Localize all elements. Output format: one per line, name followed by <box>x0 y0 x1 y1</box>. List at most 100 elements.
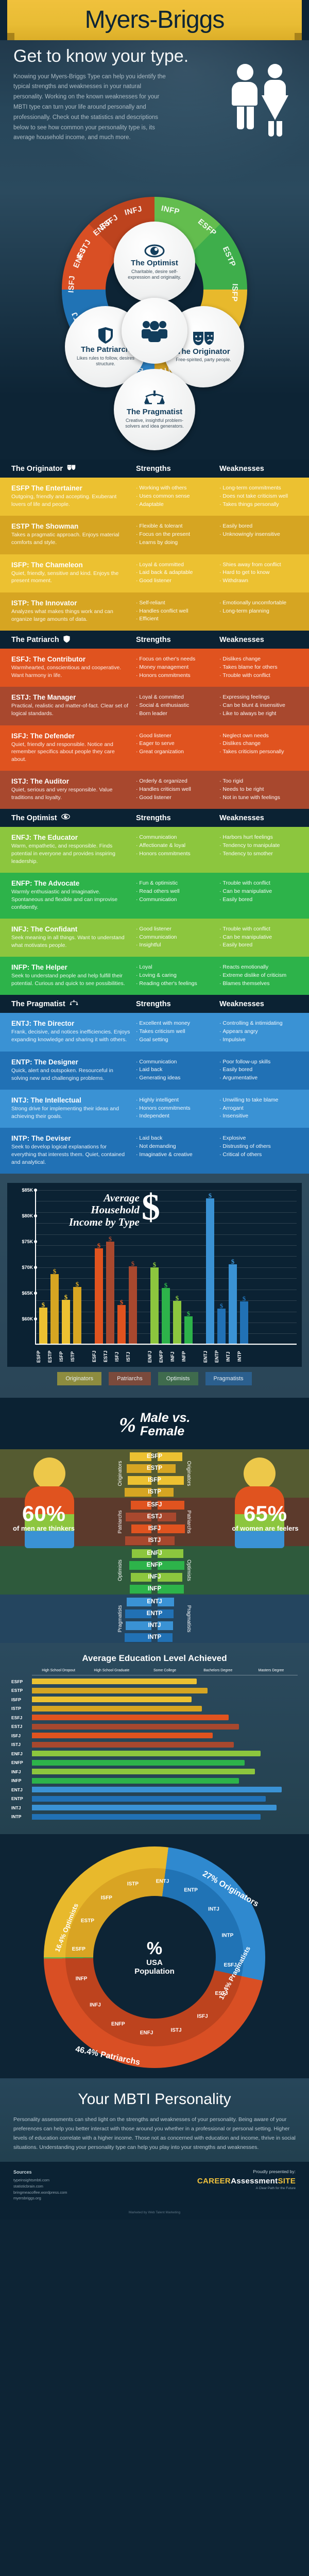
gender-code-ENFJ: ENFJ <box>147 1550 162 1557</box>
edu-row-ENFJ: ENFJ <box>11 1750 298 1757</box>
strengths-list: LoyalLoving & caringReading other's feel… <box>136 963 219 988</box>
education-column-headers: High School Dropout High School Graduate S… <box>32 1669 298 1676</box>
group-name: The Originator <box>11 464 63 473</box>
male-bar-ESFJ <box>131 1500 151 1510</box>
stat-caption: of men are thinkers <box>13 1524 75 1533</box>
legend-optimists: Optimists <box>158 1371 198 1385</box>
col-weaknesses: Weaknesses <box>219 464 264 473</box>
donut-code-ESTP: ESTP <box>80 1918 94 1924</box>
col-strengths: Strengths <box>136 999 171 1008</box>
edu-track <box>32 1723 298 1730</box>
strengths-list: CommunicationAffectionate & loyalHonors … <box>136 834 219 858</box>
edu-track <box>32 1814 298 1820</box>
y-tick: $85K <box>22 1187 33 1193</box>
bubble-title: The Optimist <box>131 259 178 267</box>
female-bar-ESFJ <box>158 1500 185 1510</box>
female-bar-ENTP <box>158 1609 174 1618</box>
strength-item: Imaginative & creative <box>136 1151 219 1159</box>
edu-row-ESTP: ESTP <box>11 1687 298 1694</box>
shield-icon <box>98 327 113 344</box>
edu-code: ENTJ <box>11 1787 23 1792</box>
strength-item: Honors commitments <box>136 1105 219 1113</box>
weakness-item: Trouble with conflict <box>219 879 305 888</box>
col-strengths: Strengths <box>136 464 171 473</box>
gender-row: ENTJ <box>0 1596 309 1607</box>
source-line[interactable]: myersbriggs.org <box>13 2196 41 2201</box>
presented-by-label: Proudly presented by: <box>253 2168 296 2174</box>
bar-ESTP: $ <box>50 1267 59 1344</box>
female-bar-INTP <box>158 1633 173 1642</box>
strength-item: Good listener <box>136 577 219 585</box>
female-bar-INTJ <box>158 1621 173 1630</box>
brand-logo[interactable]: CAREERAssessmentSITE <box>197 2177 296 2185</box>
edu-row-INTJ: INTJ <box>11 1804 298 1811</box>
male-bar-ISTJ <box>125 1536 151 1545</box>
gender-code-ISFP: ISFP <box>148 1477 161 1484</box>
row-desc: Seek to develop logical explanations for… <box>11 1144 125 1165</box>
type-tables: The Originator Strengths Weaknesses ESFP … <box>0 460 309 1174</box>
weakness-item: Explosive <box>219 1134 305 1143</box>
weakness-item: Not in tune with feelings <box>219 794 305 802</box>
weaknesses-list: Poor follow-up skillsEasily boredArgumen… <box>219 1058 305 1082</box>
strengths-list: Loyal & committedLaid back & adaptableGo… <box>136 561 219 585</box>
bar-ENTP: $ <box>217 1302 226 1344</box>
eye-icon <box>61 814 70 822</box>
strength-item: Handles criticism well <box>136 786 219 794</box>
weakness-item: Can be manipulative <box>219 934 305 942</box>
stat-number: 60% <box>22 1501 66 1526</box>
weaknesses-list: Long-term commitmentsDoes not take criti… <box>219 484 305 509</box>
bubble-optimist[interactable]: The Optimist Charitable, desire self-exp… <box>114 222 195 303</box>
edu-track <box>32 1759 298 1766</box>
edu-row-ISTP: ISTP <box>11 1705 298 1713</box>
row-desc: Outgoing, friendly and accepting. Exuber… <box>11 494 117 507</box>
edu-row-INFJ: INFJ <box>11 1768 298 1775</box>
donut-code-INTJ: INTJ <box>208 1906 219 1912</box>
source-line[interactable]: statisticbrain.com <box>13 2184 43 2189</box>
row-title: ENTP: The Designer <box>11 1058 78 1066</box>
weakness-item: Withdrawn <box>219 577 305 585</box>
strengths-list: Excellent with moneyTakes criticism well… <box>136 1020 219 1044</box>
gender-row: ISFJ <box>0 1523 309 1534</box>
edu-track <box>32 1787 298 1793</box>
gender-code-INFP: INFP <box>147 1586 162 1592</box>
row-title: ENFJ: The Educator <box>11 834 78 842</box>
gender-row: ESFP <box>0 1451 309 1462</box>
edu-bar <box>32 1723 239 1730</box>
source-line[interactable]: bringmeacoffee.wordpress.com <box>13 2190 67 2195</box>
row-title: ESFJ: The Contributor <box>11 655 85 663</box>
male-figure-icon <box>232 64 259 129</box>
strengths-list: Focus on other's needsMoney managementHo… <box>136 655 219 680</box>
gender-row: ENTP <box>0 1608 309 1619</box>
bar-ISTJ: $ <box>129 1260 137 1344</box>
female-stat: 65% of women are feelers <box>232 1503 299 1533</box>
bar-marker: $ <box>208 1191 212 1199</box>
edu-bar <box>32 1787 282 1793</box>
edu-code: INFP <box>11 1778 22 1784</box>
male-bar-ISTP <box>124 1487 151 1497</box>
income-chart: Average Household Income by Type $ $60K $… <box>7 1182 302 1367</box>
bubble-pragmatist[interactable]: The Pragmatist Creative, insightful prob… <box>114 369 195 450</box>
weaknesses-list: Controlling & intimidatingAppears angryI… <box>219 1020 305 1044</box>
row-title: ISTJ: The Auditor <box>11 777 69 786</box>
female-bar-ESFP <box>158 1452 183 1461</box>
donut-code-INTP: INTP <box>221 1933 234 1939</box>
stat-number: 65% <box>243 1501 287 1526</box>
edu-track <box>32 1805 298 1811</box>
source-line[interactable]: typeinsightsmbti.com <box>13 2178 50 2183</box>
strength-item: Generating ideas <box>136 1074 219 1082</box>
edu-bar <box>32 1769 255 1775</box>
row-title: INTJ: The Intellectual <box>11 1096 81 1104</box>
bar-marker: $ <box>64 1293 68 1301</box>
weaknesses-list: Dislikes changeTakes blame for othersTro… <box>219 655 305 680</box>
bar-ISFP: $ <box>62 1293 70 1344</box>
edu-row-INFP: INFP <box>11 1777 298 1785</box>
weaknesses-list: ExplosiveDistrusting of othersCritical o… <box>219 1134 305 1159</box>
col-strengths: Strengths <box>136 635 171 644</box>
edu-row-ISFP: ISFP <box>11 1696 298 1703</box>
legend-pragmatists: Pragmatists <box>205 1371 252 1385</box>
male-bar-ISFP <box>128 1476 151 1485</box>
group-header-2: The Optimist Strengths Weaknesses <box>0 809 309 827</box>
weakness-item: Impulsive <box>219 1036 305 1044</box>
footer-heading: Your MBTI Personality <box>78 2091 231 2108</box>
income-x-labels: ESFP ESTP ISFP ISTP ESFJ ESTJ ISFJ ISTJ ENFJ ENFP… <box>12 1346 297 1367</box>
